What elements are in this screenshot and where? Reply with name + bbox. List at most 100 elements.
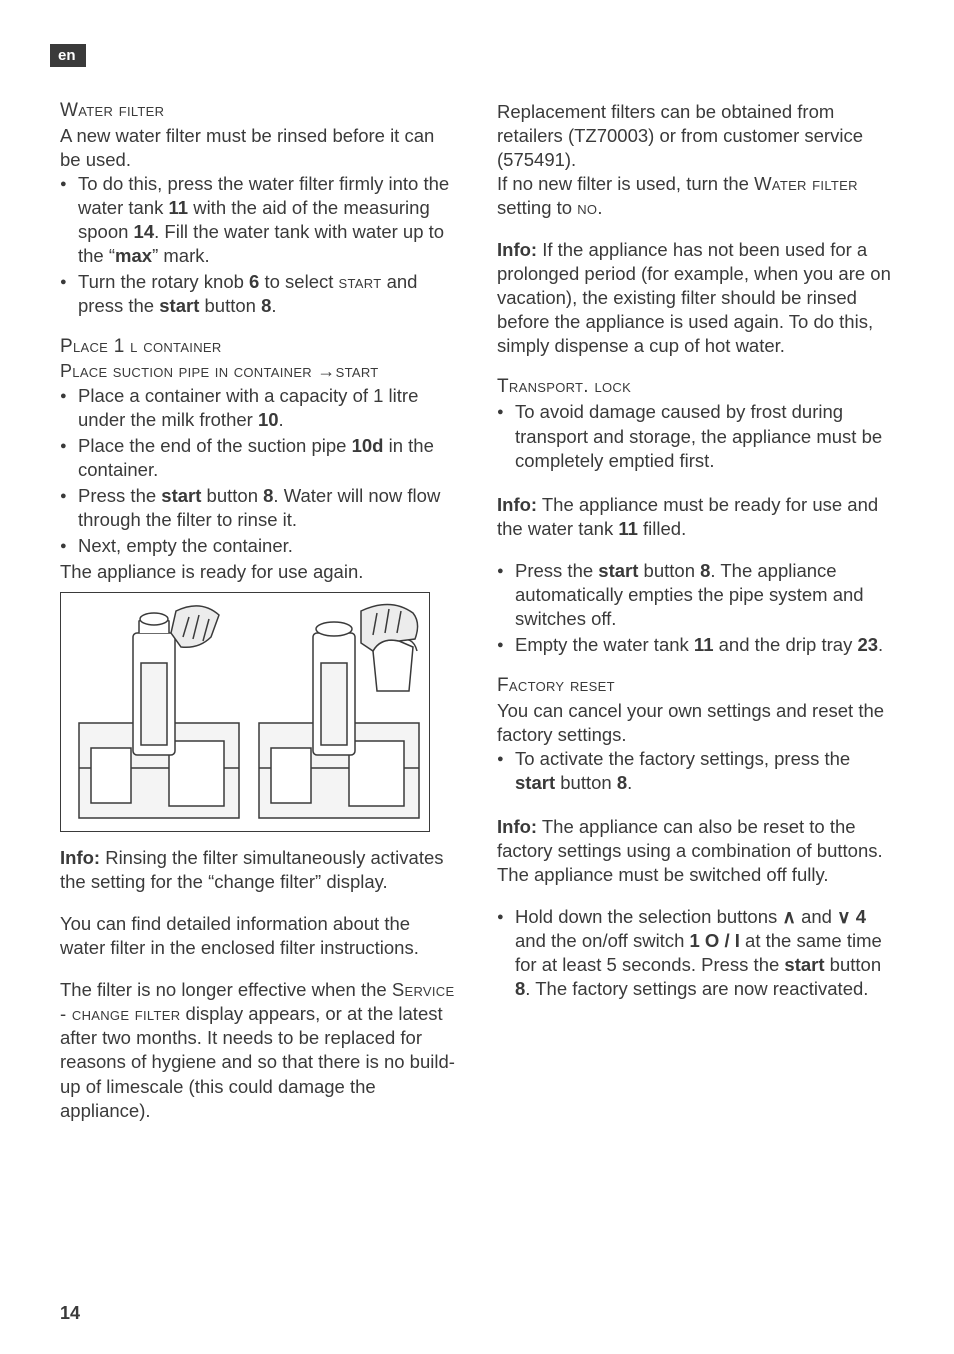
text: The appliance must be ready for use and … [497, 494, 878, 539]
text: Place a container with a capacity of 1 l… [78, 385, 418, 430]
list-item: Hold down the selection buttons ∧ and ∨ … [497, 905, 894, 1001]
text: button [555, 772, 617, 793]
para-info-reset: Info: The appliance can also be reset to… [497, 815, 894, 887]
para-cancel: You can cancel your own settings and res… [497, 699, 894, 747]
keyword-max: max [115, 245, 152, 266]
content-columns: Water filter A new water filter must be … [60, 100, 894, 1123]
ref-num: 10 [258, 409, 279, 430]
list-item: Next, empty the container. [60, 534, 457, 558]
ref-num: 23 [857, 634, 878, 655]
ref-num: 8 [261, 295, 271, 316]
text: button [825, 954, 882, 975]
text: Rinsing the filter simultaneously activa… [60, 847, 444, 892]
ref-num: 14 [134, 221, 155, 242]
text: setting to [497, 197, 577, 218]
ref-num: 8 [263, 485, 273, 506]
text: Empty the water tank [515, 634, 694, 655]
down-arrow-icon: ∨ [837, 906, 851, 927]
list-rinse-steps: To do this, press the water filter firml… [60, 172, 457, 318]
text: button [199, 295, 261, 316]
para-replacement: Replacement filters can be obtained from… [497, 100, 894, 172]
keyword-start: start [598, 560, 638, 581]
language-badge: en [50, 44, 86, 67]
keyword-start: start [159, 295, 199, 316]
list-item: To avoid damage caused by frost during t… [497, 400, 894, 472]
para-info-prolonged: Info: If the appliance has not been used… [497, 238, 894, 358]
para-detailed-info: You can find detailed information about … [60, 912, 457, 960]
text: Press the [78, 485, 161, 506]
ref-num: 6 [249, 271, 259, 292]
list-item: To do this, press the water filter firml… [60, 172, 457, 268]
heading-water-filter: Water filter [60, 100, 457, 122]
text: To activate the factory settings, press … [515, 748, 850, 769]
list-item: Empty the water tank 11 and the drip tra… [497, 633, 894, 657]
sc-no: no [577, 197, 597, 218]
para-info-rinse: Info: Rinsing the filter simultaneously … [60, 846, 457, 894]
list-item: Turn the rotary knob 6 to select start a… [60, 270, 457, 318]
ref-num: 8 [515, 978, 525, 999]
info-label: Info: [60, 847, 100, 868]
up-arrow-icon: ∧ [782, 906, 796, 927]
para-info-ready: Info: The appliance must be ready for us… [497, 493, 894, 541]
text: button [638, 560, 700, 581]
page-number: 14 [60, 1303, 80, 1324]
text: Place the end of the suction pipe [78, 435, 352, 456]
text: and the on/off switch [515, 930, 690, 951]
ref-num: 11 [618, 518, 638, 539]
sc-start: start [339, 271, 382, 292]
list-transport: To avoid damage caused by frost during t… [497, 400, 894, 472]
text: ” mark. [152, 245, 210, 266]
text: The appliance can also be reset to the f… [497, 816, 883, 885]
list-empty-steps: Press the start button 8. The appliance … [497, 559, 894, 657]
text: Hold down the selection buttons [515, 906, 782, 927]
keyword-start: start [515, 772, 555, 793]
arrow-icon: → [317, 361, 335, 381]
sc-water-filter: Water filter [754, 173, 858, 194]
para-no-longer-effective: The filter is no longer effective when t… [60, 978, 457, 1122]
heading-place-suction: Place suction pipe in container →start [60, 360, 457, 383]
text: and the drip tray [713, 634, 857, 655]
text: If the appliance has not been used for a… [497, 239, 891, 356]
list-item: Press the start button 8. Water will now… [60, 484, 457, 532]
para-ready-again: The appliance is ready for use again. [60, 560, 457, 584]
list-item: Place a container with a capacity of 1 l… [60, 384, 457, 432]
keyword-start: start [161, 485, 201, 506]
figure-rinse-illustration [60, 592, 430, 832]
text: Press the [515, 560, 598, 581]
text: start [336, 361, 379, 381]
ref-num: 8 [700, 560, 710, 581]
ref-num: 11 [169, 197, 189, 218]
text: The filter is no longer effective when t… [60, 979, 392, 1000]
ref-num: 10d [352, 435, 384, 456]
list-hold-buttons: Hold down the selection buttons ∧ and ∨ … [497, 905, 894, 1001]
heading-place-container: Place 1 l container [60, 336, 457, 358]
ref-num: 4 [856, 906, 866, 927]
left-column: Water filter A new water filter must be … [60, 100, 457, 1123]
text: to select [259, 271, 338, 292]
illustration-svg [61, 593, 430, 832]
para-new-filter: A new water filter must be rinsed before… [60, 124, 457, 172]
ref-num: 11 [694, 634, 714, 655]
list-item: Press the start button 8. The appliance … [497, 559, 894, 631]
text: and [796, 906, 837, 927]
keyword-start: start [784, 954, 824, 975]
list-item: To activate the factory settings, press … [497, 747, 894, 795]
list-factory: To activate the factory settings, press … [497, 747, 894, 795]
ref-switch: 1 O / I [690, 930, 740, 951]
info-label: Info: [497, 494, 537, 515]
list-container-steps: Place a container with a capacity of 1 l… [60, 384, 457, 558]
text: button [201, 485, 263, 506]
text: filled. [638, 518, 686, 539]
para-if-no-new: If no new filter is used, turn the Water… [497, 172, 894, 220]
heading-transport: Transport. lock [497, 376, 894, 398]
list-item: Place the end of the suction pipe 10d in… [60, 434, 457, 482]
info-label: Info: [497, 816, 537, 837]
text: Place suction pipe in container [60, 361, 317, 381]
heading-factory-reset: Factory reset [497, 675, 894, 697]
ref-num: 8 [617, 772, 627, 793]
text: Turn the rotary knob [78, 271, 249, 292]
text: If no new filter is used, turn the [497, 173, 754, 194]
right-column: Replacement filters can be obtained from… [497, 100, 894, 1123]
info-label: Info: [497, 239, 537, 260]
text: . The factory settings are now reactivat… [525, 978, 868, 999]
